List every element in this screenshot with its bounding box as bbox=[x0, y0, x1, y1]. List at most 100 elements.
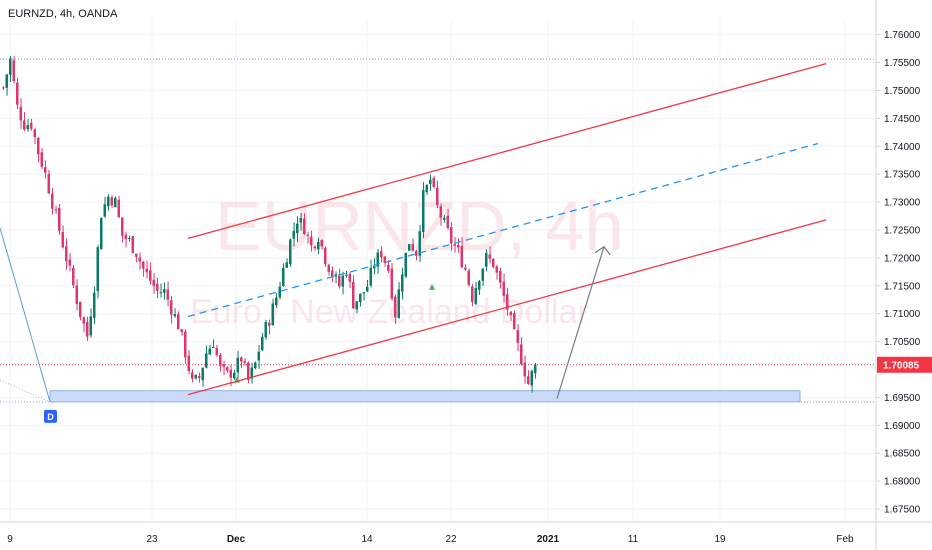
candle-body bbox=[33, 129, 36, 138]
candle-body bbox=[439, 206, 442, 218]
candle-body bbox=[534, 364, 537, 374]
candle-body bbox=[422, 189, 425, 233]
candle-body bbox=[198, 376, 201, 379]
candle-body bbox=[418, 231, 421, 256]
price-tick-label: 1.75000 bbox=[884, 86, 921, 97]
price-tick-label: 1.69000 bbox=[884, 421, 921, 432]
candle-body bbox=[383, 256, 386, 263]
candle-body bbox=[222, 364, 225, 367]
candle-body bbox=[264, 322, 267, 338]
candle-body bbox=[131, 236, 134, 253]
candle-body bbox=[177, 314, 180, 330]
candle-body bbox=[194, 374, 197, 379]
candle-body bbox=[236, 357, 239, 373]
candle-body bbox=[502, 281, 505, 296]
price-tick-label: 1.75500 bbox=[884, 58, 921, 69]
support-zone-rect bbox=[49, 390, 801, 403]
candle-body bbox=[380, 251, 383, 258]
channel-lines[interactable]: D bbox=[0, 63, 827, 423]
time-tick-label: 9 bbox=[7, 534, 13, 545]
candle-body bbox=[359, 293, 362, 303]
candle-body bbox=[37, 137, 40, 154]
candle-body bbox=[453, 244, 456, 246]
candle-body bbox=[110, 197, 113, 206]
candle-body bbox=[16, 82, 19, 105]
candle-body bbox=[191, 372, 194, 379]
candle-body bbox=[429, 179, 432, 184]
candle-body bbox=[467, 270, 470, 286]
candle-body bbox=[65, 246, 68, 262]
candle-body bbox=[233, 372, 236, 379]
candle-body bbox=[320, 240, 323, 247]
candle-body bbox=[471, 286, 474, 303]
fan-line bbox=[0, 227, 51, 403]
candles[interactable] bbox=[2, 55, 537, 393]
candle-body bbox=[229, 369, 232, 378]
marker-letter: D bbox=[47, 412, 54, 422]
candle-body bbox=[79, 301, 82, 318]
marker-badge bbox=[44, 409, 57, 423]
candle-body bbox=[51, 193, 54, 209]
candle-body bbox=[149, 270, 152, 281]
candle-body bbox=[114, 197, 117, 208]
candle-body bbox=[327, 264, 330, 272]
candle-body bbox=[527, 376, 530, 384]
candle-body bbox=[138, 257, 141, 262]
candle-body bbox=[121, 217, 124, 236]
candle-body bbox=[446, 215, 449, 229]
candle-body bbox=[75, 285, 78, 304]
price-tick-label: 1.68500 bbox=[884, 449, 921, 460]
candle-body bbox=[390, 268, 393, 299]
candle-body bbox=[184, 331, 187, 358]
candle-body bbox=[61, 232, 64, 248]
price-tick-label: 1.68000 bbox=[884, 477, 921, 488]
candle-body bbox=[488, 254, 491, 259]
candle-body bbox=[9, 58, 12, 75]
time-tick-label: 23 bbox=[146, 534, 158, 545]
candle-body bbox=[250, 367, 253, 379]
price-tick-label: 1.71000 bbox=[884, 309, 921, 320]
candle-body bbox=[362, 292, 365, 294]
candle-body bbox=[170, 300, 173, 315]
mid-channel bbox=[187, 142, 819, 318]
price-tick-label: 1.70500 bbox=[884, 337, 921, 348]
candle-body bbox=[530, 370, 533, 386]
price-tick-label: 1.76000 bbox=[884, 30, 921, 41]
candle-body bbox=[142, 261, 145, 269]
candle-body bbox=[432, 177, 435, 187]
candle-body bbox=[240, 357, 243, 362]
candle-body bbox=[40, 152, 43, 167]
candle-body bbox=[173, 314, 176, 317]
candle-body bbox=[117, 199, 120, 218]
candle-body bbox=[464, 267, 467, 270]
candle-body bbox=[411, 243, 414, 251]
candle-body bbox=[292, 230, 295, 239]
candle-body bbox=[369, 267, 372, 286]
price-axis[interactable]: 1.76000 1.75500 1.75000 1.74500 1.74000 1.735… bbox=[875, 0, 932, 550]
candle-body bbox=[348, 273, 351, 282]
candle-body bbox=[520, 344, 523, 365]
candle-body bbox=[299, 217, 302, 223]
support-zone[interactable] bbox=[49, 390, 801, 403]
candle-body bbox=[443, 217, 446, 220]
candle-body bbox=[96, 247, 99, 292]
candle-body bbox=[516, 330, 519, 344]
candle-body bbox=[159, 292, 162, 294]
candle-body bbox=[44, 167, 47, 173]
candle-body bbox=[397, 289, 400, 318]
candle-body bbox=[201, 367, 204, 381]
candle-body bbox=[271, 303, 274, 326]
candle-body bbox=[481, 268, 484, 281]
time-tick-label: 22 bbox=[445, 534, 457, 545]
time-tick-label: 14 bbox=[361, 534, 373, 545]
time-axis[interactable]: 9 23 Dec 14 22 2021 11 19 Feb bbox=[0, 521, 932, 545]
grid-layer bbox=[0, 20, 875, 522]
candle-body bbox=[135, 253, 138, 257]
candle-body bbox=[68, 259, 71, 266]
candle-body bbox=[156, 283, 159, 291]
candle-body bbox=[212, 347, 215, 349]
candle-body bbox=[100, 218, 103, 250]
candle-body bbox=[72, 267, 75, 286]
